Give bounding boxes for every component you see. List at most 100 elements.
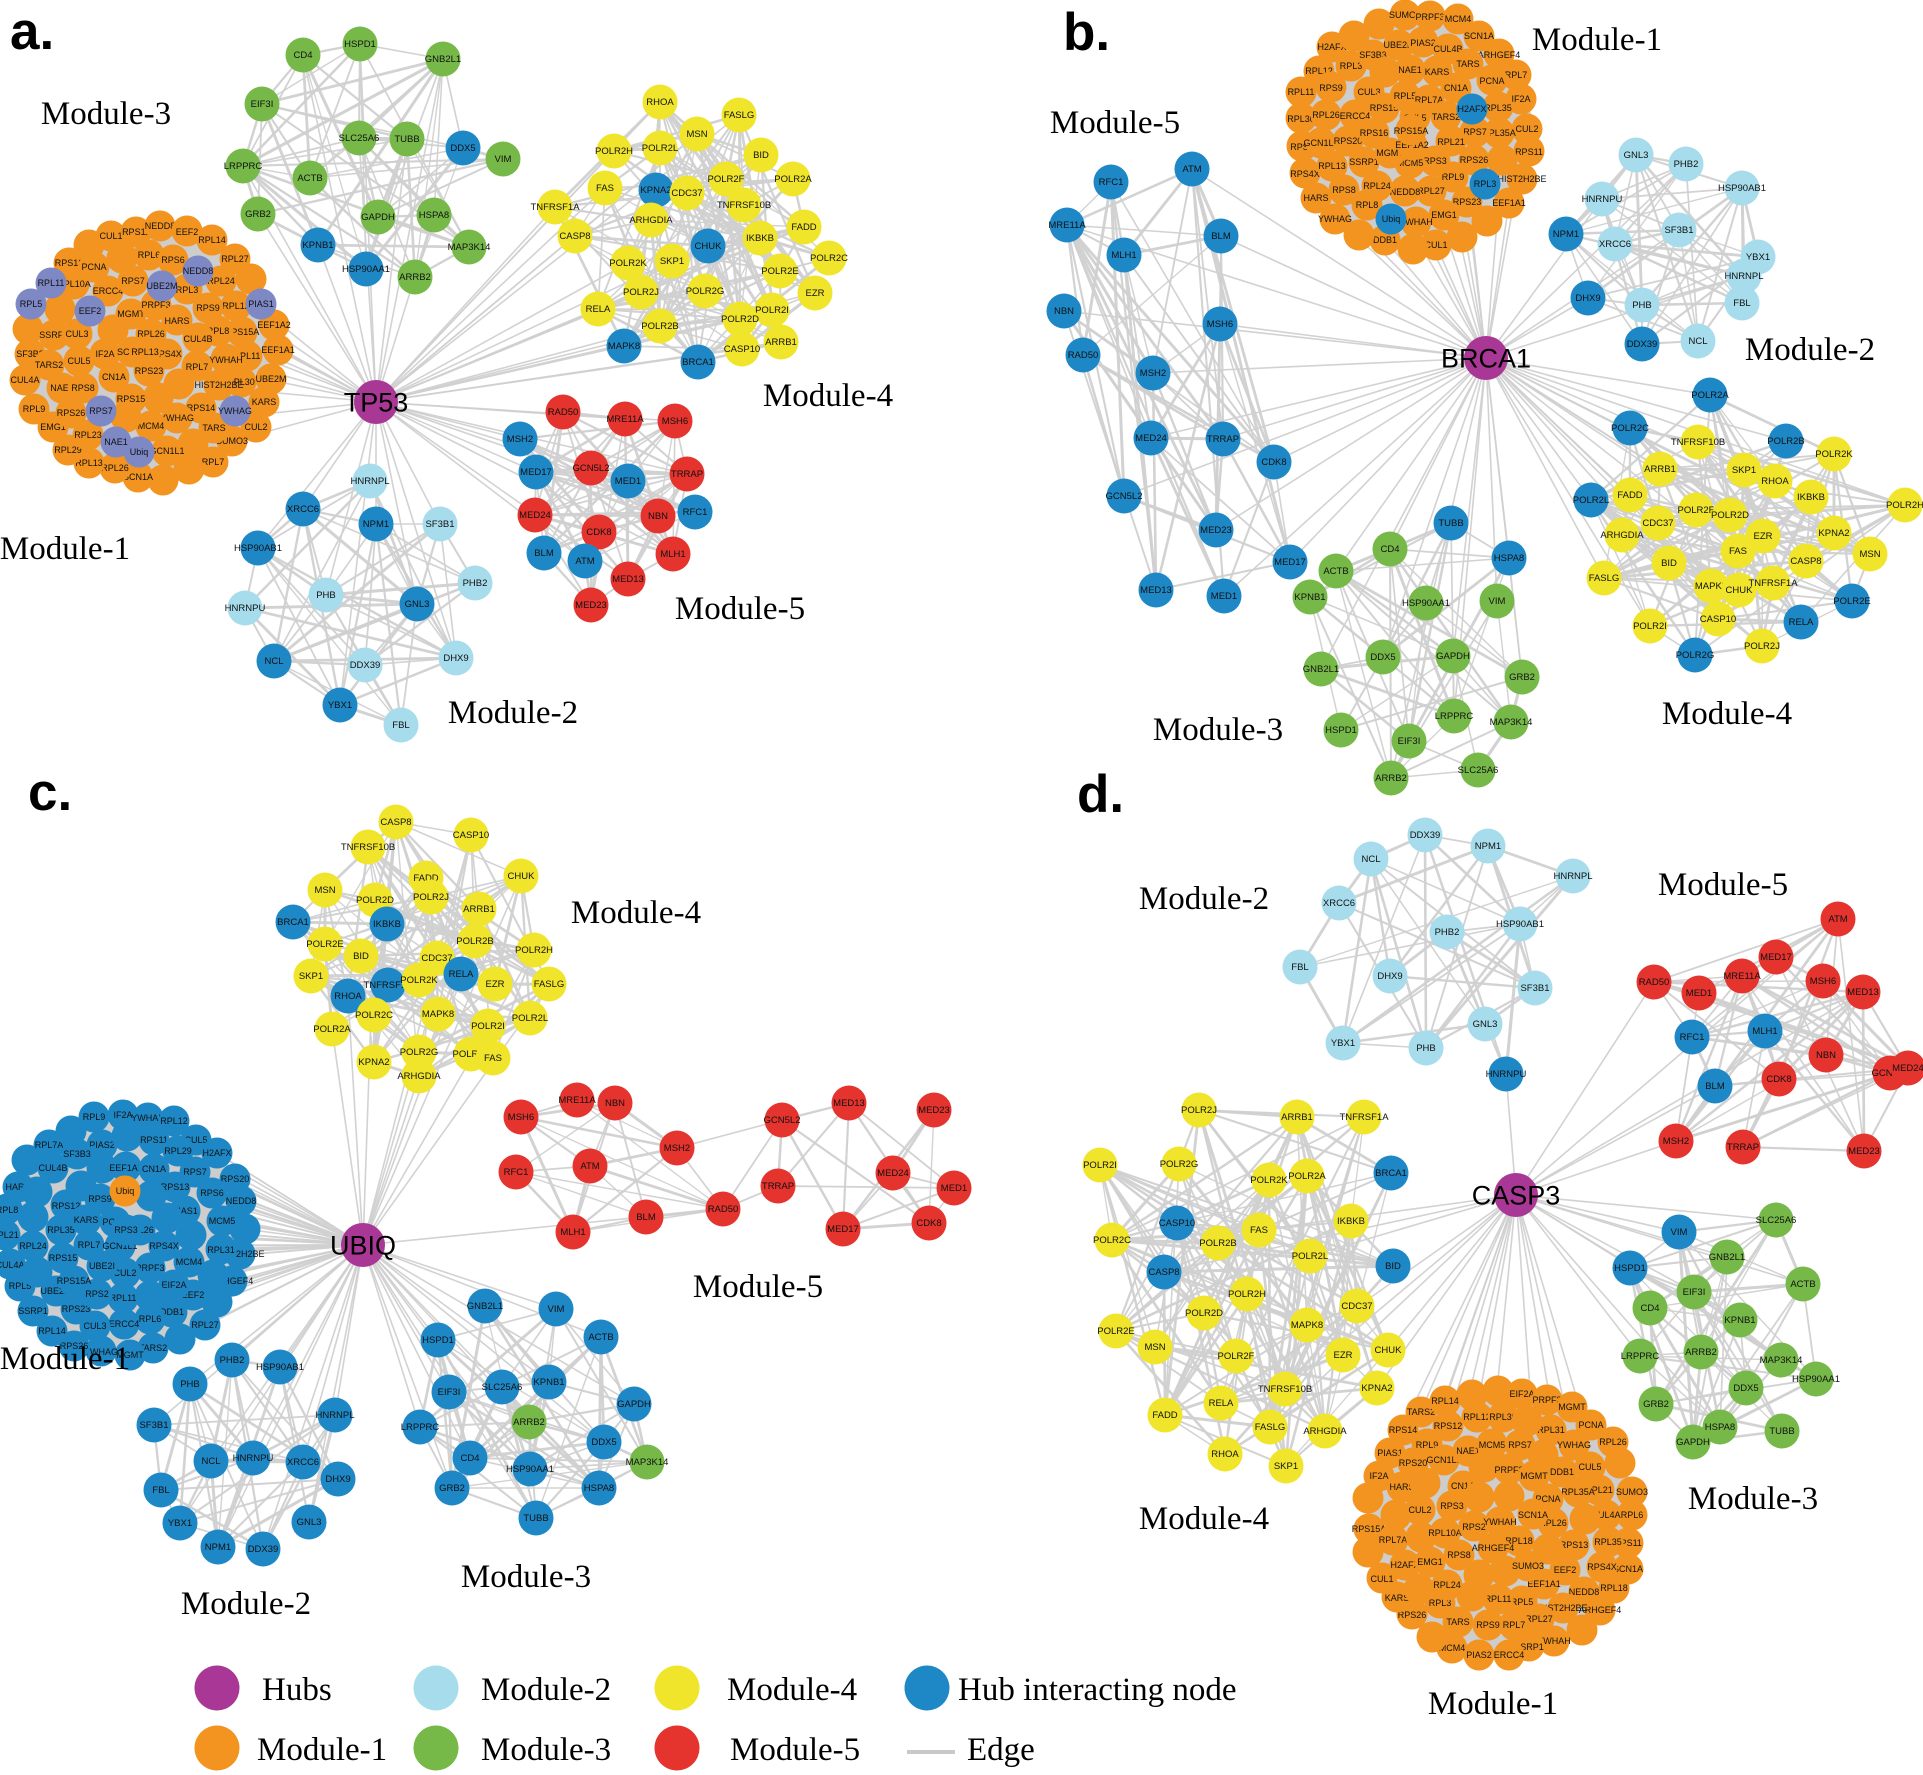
svg-text:MED17: MED17 [827, 1224, 859, 1235]
svg-text:NCL: NCL [264, 656, 283, 667]
svg-text:HNRNPL: HNRNPL [1553, 871, 1592, 882]
svg-text:BID: BID [1385, 1261, 1401, 1272]
svg-text:RFC1: RFC1 [1680, 1032, 1705, 1043]
svg-text:KPNA2: KPNA2 [1818, 528, 1849, 539]
svg-text:YWHAH: YWHAH [1483, 1517, 1517, 1527]
svg-text:RPS26: RPS26 [1460, 155, 1489, 165]
svg-text:PRPF3: PRPF3 [141, 300, 170, 310]
svg-text:GCN5L2: GCN5L2 [573, 463, 610, 474]
svg-text:BRCA1: BRCA1 [277, 917, 309, 928]
svg-text:RPS6: RPS6 [200, 1188, 224, 1198]
svg-text:LRPPRC: LRPPRC [224, 161, 263, 172]
svg-text:MAP3K14: MAP3K14 [1490, 717, 1533, 728]
svg-text:MAPK8: MAPK8 [1291, 1320, 1323, 1331]
svg-text:RPS13: RPS13 [161, 1182, 190, 1192]
svg-text:HSPA8: HSPA8 [1494, 553, 1524, 564]
svg-text:GNB2L1: GNB2L1 [467, 1301, 503, 1312]
svg-text:MRE11A: MRE11A [1723, 971, 1761, 982]
svg-text:GNL3: GNL3 [405, 599, 430, 610]
svg-text:RPL29: RPL29 [164, 1146, 192, 1156]
svg-text:TNFRSF10B: TNFRSF10B [1258, 1384, 1312, 1395]
svg-text:TNFRSF1A: TNFRSF1A [1339, 1112, 1389, 1123]
svg-text:POLR2I: POLR2I [755, 305, 789, 316]
svg-text:FASLG: FASLG [724, 110, 755, 121]
svg-text:MGMT: MGMT [1376, 148, 1404, 158]
svg-text:ARHGDIA: ARHGDIA [397, 1071, 441, 1082]
svg-text:YWHAG: YWHAG [84, 1347, 118, 1357]
svg-text:MCM5: MCM5 [1479, 1440, 1506, 1450]
svg-text:RPL7A: RPL7A [35, 1140, 64, 1150]
svg-text:XRCC6: XRCC6 [1323, 898, 1355, 909]
svg-text:BRCA1: BRCA1 [682, 357, 714, 368]
svg-text:EMG1: EMG1 [1417, 1557, 1443, 1567]
svg-text:SLC25A6: SLC25A6 [1756, 1215, 1797, 1226]
svg-text:GAPDH: GAPDH [1436, 651, 1470, 662]
svg-text:POLR2B: POLR2B [641, 321, 679, 332]
svg-text:NEDD8: NEDD8 [1569, 1587, 1600, 1597]
svg-text:RPL18: RPL18 [1600, 1583, 1628, 1593]
svg-text:SSRP1: SSRP1 [18, 1306, 48, 1316]
svg-text:ARHGEF4: ARHGEF4 [211, 1276, 254, 1286]
svg-text:GCN1L1: GCN1L1 [102, 1241, 137, 1251]
svg-text:GCN1L1: GCN1L1 [1426, 1455, 1461, 1465]
svg-text:MSH2: MSH2 [664, 1143, 690, 1154]
svg-text:CUL4A: CUL4A [0, 1260, 25, 1270]
svg-text:HIST2H2BE: HIST2H2BE [215, 1249, 264, 1259]
svg-text:Module-1: Module-1 [1532, 22, 1662, 58]
svg-text:GRB2: GRB2 [245, 209, 271, 220]
svg-text:SUMO3: SUMO3 [1512, 1561, 1544, 1571]
svg-text:RPS9: RPS9 [196, 303, 220, 313]
svg-text:CDK8: CDK8 [1261, 457, 1286, 468]
svg-text:CN1A: CN1A [1451, 1481, 1475, 1491]
svg-text:RPS26: RPS26 [57, 408, 86, 418]
svg-text:CDC37: CDC37 [1341, 1301, 1372, 1312]
svg-text:POLR2B: POLR2B [456, 936, 494, 947]
svg-text:YBX1: YBX1 [328, 700, 352, 711]
svg-text:CDK8: CDK8 [1766, 1074, 1791, 1085]
svg-text:ARRB2: ARRB2 [399, 272, 431, 283]
svg-text:ARRB2: ARRB2 [1375, 773, 1407, 784]
svg-text:LRPPRC: LRPPRC [401, 1422, 440, 1433]
svg-text:EEF1A1: EEF1A1 [1527, 1579, 1561, 1589]
svg-text:CASP3: CASP3 [1472, 1180, 1561, 1210]
svg-text:PIAS1: PIAS1 [248, 299, 274, 309]
svg-text:RPL31: RPL31 [207, 1245, 235, 1255]
svg-text:HIST2H2BE: HIST2H2BE [1538, 1603, 1587, 1613]
svg-text:VIM: VIM [1489, 596, 1506, 607]
svg-text:RPS7: RPS7 [1508, 1440, 1532, 1450]
svg-text:HNRNPU: HNRNPU [1582, 194, 1623, 205]
svg-text:RPL3: RPL3 [1340, 61, 1363, 71]
svg-text:POLR2J: POLR2J [413, 892, 449, 903]
svg-text:HNRNPU: HNRNPU [225, 603, 266, 614]
svg-text:EEF2: EEF2 [79, 306, 102, 316]
svg-text:POLR2K: POLR2K [400, 975, 438, 986]
svg-text:BID: BID [353, 951, 369, 962]
svg-text:ARHGDIA: ARHGDIA [629, 215, 673, 226]
svg-text:EZR: EZR [1754, 531, 1773, 542]
svg-text:POLR2A: POLR2A [1288, 1171, 1326, 1182]
svg-text:MSN: MSN [1144, 1342, 1165, 1353]
svg-text:MED23: MED23 [918, 1105, 950, 1116]
svg-text:Module-2: Module-2 [181, 1586, 311, 1622]
svg-text:CDC37: CDC37 [671, 188, 702, 199]
svg-text:POLR2D: POLR2D [1711, 510, 1749, 521]
svg-text:KARS: KARS [1425, 67, 1450, 77]
svg-text:EIF3I: EIF3I [1683, 1287, 1706, 1298]
svg-text:NAE1: NAE1 [104, 437, 128, 447]
svg-text:PHB2: PHB2 [463, 578, 488, 589]
svg-text:POLR2C: POLR2C [1611, 423, 1649, 434]
svg-text:ARHGEF4: ARHGEF4 [1478, 50, 1521, 60]
svg-text:EZR: EZR [1334, 1350, 1353, 1361]
svg-text:XRCC6: XRCC6 [1599, 239, 1631, 250]
svg-text:RPS14: RPS14 [187, 403, 216, 413]
svg-text:d.: d. [1077, 765, 1124, 824]
svg-text:FBL: FBL [152, 1485, 169, 1496]
svg-text:RPL30: RPL30 [227, 377, 255, 387]
svg-text:FAS: FAS [596, 183, 614, 194]
svg-text:CASP8: CASP8 [1148, 1267, 1179, 1278]
svg-text:CN1A: CN1A [142, 1164, 166, 1174]
svg-text:RPL7: RPL7 [202, 457, 225, 467]
svg-text:RPL7: RPL7 [78, 1240, 101, 1250]
svg-text:ARRB2: ARRB2 [513, 1417, 545, 1428]
svg-text:Module-3: Module-3 [461, 1559, 591, 1595]
